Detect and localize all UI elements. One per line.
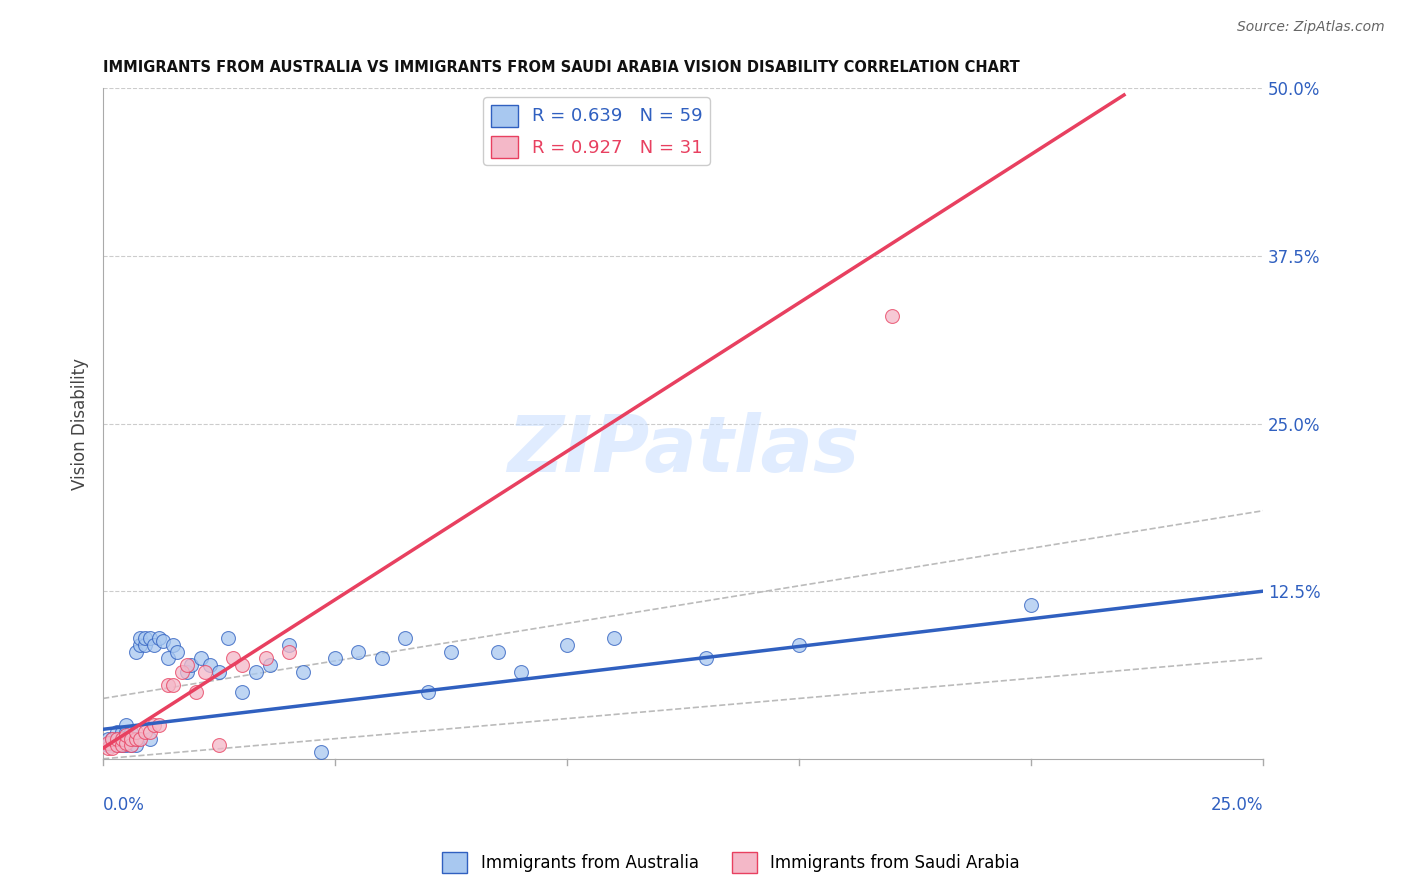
Legend: Immigrants from Australia, Immigrants from Saudi Arabia: Immigrants from Australia, Immigrants fr… bbox=[436, 846, 1026, 880]
Point bbox=[120, 739, 142, 753]
Point bbox=[120, 739, 142, 753]
Point bbox=[198, 657, 221, 672]
Point bbox=[138, 631, 160, 645]
Point bbox=[787, 638, 810, 652]
Point bbox=[105, 731, 128, 746]
Point bbox=[152, 633, 174, 648]
Point bbox=[105, 739, 128, 753]
Point bbox=[277, 644, 299, 658]
Point bbox=[148, 718, 170, 732]
Point bbox=[129, 631, 152, 645]
Point bbox=[115, 736, 138, 750]
Point bbox=[143, 638, 166, 652]
Point bbox=[134, 725, 156, 739]
Point bbox=[180, 657, 202, 672]
Point bbox=[97, 731, 120, 746]
Point bbox=[166, 644, 188, 658]
Point bbox=[105, 731, 128, 746]
Point bbox=[143, 718, 166, 732]
Point bbox=[124, 725, 146, 739]
Point bbox=[309, 745, 332, 759]
Point bbox=[124, 731, 146, 746]
Point bbox=[231, 657, 253, 672]
Point bbox=[509, 665, 531, 679]
Point bbox=[176, 665, 198, 679]
Point bbox=[105, 725, 128, 739]
Point bbox=[323, 651, 346, 665]
Point bbox=[157, 678, 180, 692]
Point bbox=[111, 725, 134, 739]
Point bbox=[105, 739, 128, 753]
Point bbox=[254, 651, 277, 665]
Point bbox=[101, 736, 124, 750]
Point bbox=[124, 739, 146, 753]
Point bbox=[217, 631, 239, 645]
Point bbox=[277, 638, 299, 652]
Point bbox=[259, 657, 281, 672]
Point bbox=[120, 731, 142, 746]
Point bbox=[129, 638, 152, 652]
Point bbox=[111, 739, 134, 753]
Point bbox=[555, 638, 578, 652]
Point bbox=[120, 731, 142, 746]
Point bbox=[101, 739, 124, 753]
Y-axis label: Vision Disability: Vision Disability bbox=[72, 358, 89, 490]
Point bbox=[138, 725, 160, 739]
Point bbox=[157, 651, 180, 665]
Point bbox=[162, 638, 184, 652]
Point bbox=[245, 665, 267, 679]
Point bbox=[124, 731, 146, 746]
Point bbox=[1019, 598, 1042, 612]
Point bbox=[101, 731, 124, 746]
Point bbox=[101, 741, 124, 756]
Text: ZIPatlas: ZIPatlas bbox=[508, 412, 859, 488]
Point bbox=[115, 728, 138, 742]
Point bbox=[291, 665, 314, 679]
Point bbox=[124, 644, 146, 658]
Text: 0.0%: 0.0% bbox=[103, 796, 145, 814]
Point bbox=[105, 736, 128, 750]
Point bbox=[370, 651, 392, 665]
Point bbox=[184, 684, 207, 698]
Point bbox=[115, 739, 138, 753]
Text: 25.0%: 25.0% bbox=[1211, 796, 1263, 814]
Point bbox=[162, 678, 184, 692]
Point bbox=[129, 731, 152, 746]
Point bbox=[208, 665, 231, 679]
Point bbox=[440, 644, 463, 658]
Point bbox=[231, 684, 253, 698]
Point bbox=[138, 731, 160, 746]
Point bbox=[222, 651, 245, 665]
Point bbox=[880, 310, 903, 324]
Point bbox=[111, 731, 134, 746]
Text: Source: ZipAtlas.com: Source: ZipAtlas.com bbox=[1237, 20, 1385, 34]
Point bbox=[115, 718, 138, 732]
Point bbox=[486, 644, 509, 658]
Point bbox=[695, 651, 717, 665]
Point bbox=[111, 731, 134, 746]
Point bbox=[101, 731, 124, 746]
Point bbox=[111, 739, 134, 753]
Point bbox=[115, 731, 138, 746]
Point bbox=[134, 631, 156, 645]
Point bbox=[97, 741, 120, 756]
Point bbox=[115, 725, 138, 739]
Point bbox=[194, 665, 217, 679]
Point bbox=[148, 631, 170, 645]
Point bbox=[208, 739, 231, 753]
Point bbox=[97, 739, 120, 753]
Point bbox=[394, 631, 416, 645]
Point bbox=[190, 651, 212, 665]
Point bbox=[134, 638, 156, 652]
Point bbox=[120, 725, 142, 739]
Point bbox=[347, 644, 370, 658]
Point bbox=[602, 631, 624, 645]
Text: IMMIGRANTS FROM AUSTRALIA VS IMMIGRANTS FROM SAUDI ARABIA VISION DISABILITY CORR: IMMIGRANTS FROM AUSTRALIA VS IMMIGRANTS … bbox=[103, 60, 1019, 75]
Point bbox=[170, 665, 193, 679]
Legend: R = 0.639   N = 59, R = 0.927   N = 31: R = 0.639 N = 59, R = 0.927 N = 31 bbox=[484, 97, 710, 165]
Point bbox=[416, 684, 439, 698]
Point bbox=[97, 736, 120, 750]
Point bbox=[176, 657, 198, 672]
